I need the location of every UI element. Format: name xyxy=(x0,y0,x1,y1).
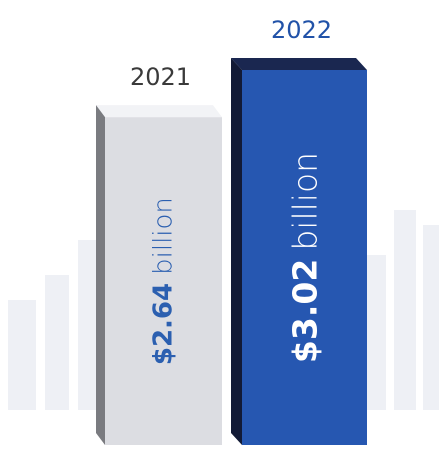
background-bar xyxy=(78,240,96,410)
bar-top-face xyxy=(231,58,367,70)
bars: $2.64 billion 2021 $3.02 billion 2022 xyxy=(96,16,367,446)
bar-side-face xyxy=(96,105,105,446)
background-bar xyxy=(8,300,36,410)
bar-side-face xyxy=(231,58,242,445)
tick-label-year: 2021 xyxy=(130,63,191,91)
background-bar xyxy=(394,210,416,410)
bar-value-text: $2.64 xyxy=(149,283,179,365)
tick-label-year: 2022 xyxy=(271,16,332,44)
background-bar xyxy=(423,225,439,410)
bar-unit-text: billion xyxy=(149,197,179,275)
background-bar xyxy=(364,255,386,410)
bar-top-face xyxy=(96,105,222,118)
background-bar xyxy=(45,275,69,410)
bar-data-label: $2.64 billion xyxy=(149,197,179,365)
bar xyxy=(242,70,367,445)
bar-data-label: $3.02 billion xyxy=(285,152,324,363)
bar xyxy=(105,117,222,446)
bar-value-text: $3.02 xyxy=(285,259,324,363)
bar-group-2022: $3.02 billion 2022 xyxy=(231,16,367,445)
background-decoration xyxy=(8,210,439,410)
bar-group-2021: $2.64 billion 2021 xyxy=(96,63,222,446)
bar-unit-text: billion xyxy=(285,152,324,251)
